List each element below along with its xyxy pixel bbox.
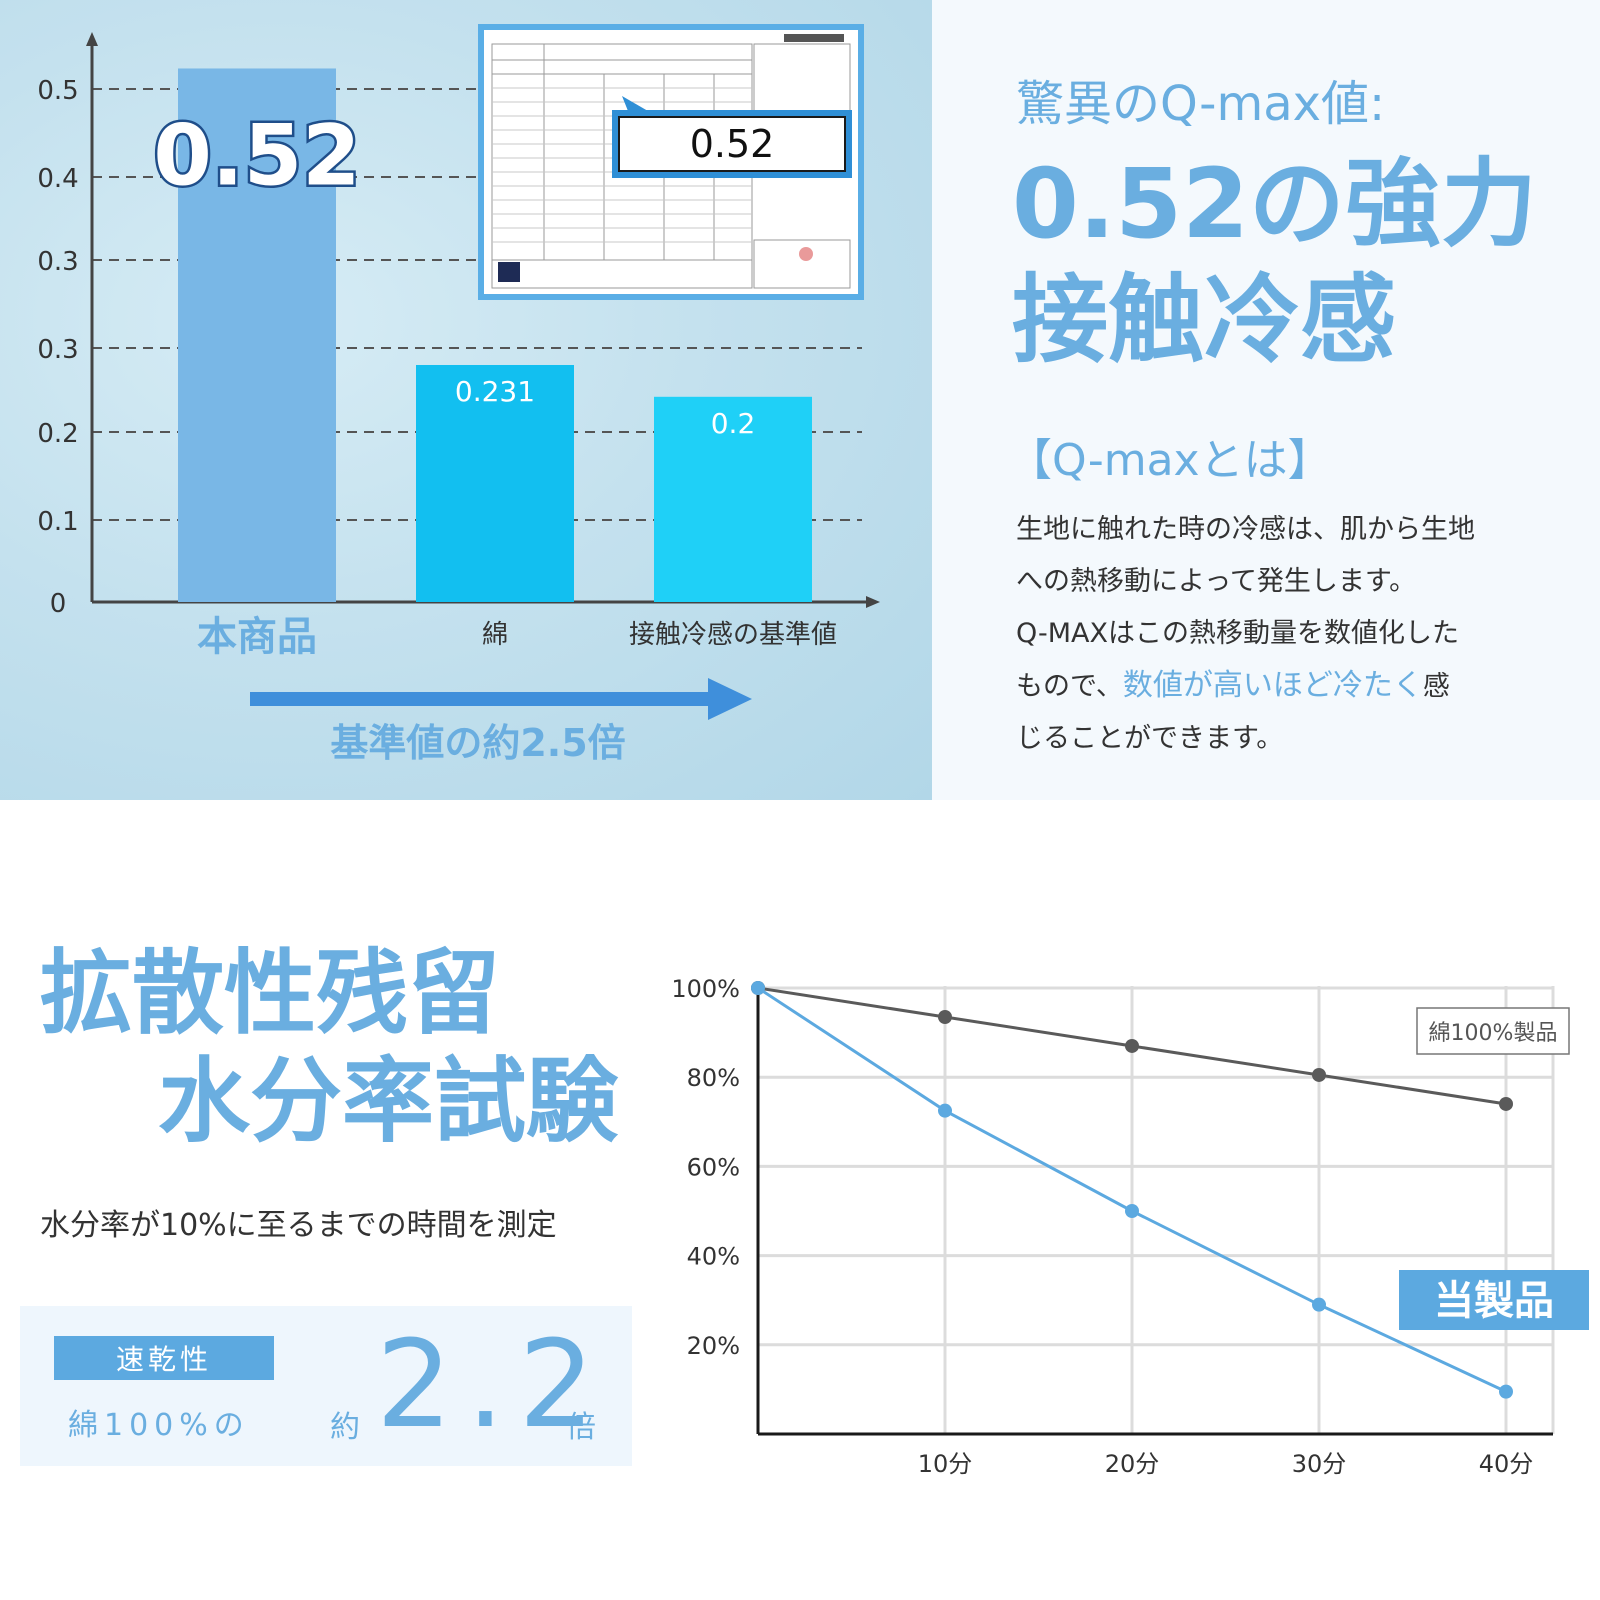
bar-y-tick-label: 0.4	[37, 164, 78, 194]
comparison-annotation: 基準値の約2.5倍	[330, 721, 625, 765]
bar-1	[178, 68, 336, 603]
line-point	[938, 1103, 952, 1118]
bar-value-label: 0.231	[455, 375, 535, 408]
qmax-description: 生地に触れた時の冷感は、肌から生地 への熱移動によって発生します。 Q-MAXは…	[1016, 504, 1536, 765]
qmax-description-line: 生地に触れた時の冷感は、肌から生地	[1016, 514, 1475, 545]
qmax-explanation-panel	[932, 0, 1600, 800]
qmax-description-text: もので、	[1016, 671, 1123, 702]
line-point	[751, 981, 765, 995]
bar-y-tick-label: 0.3	[37, 335, 78, 365]
bar-y-tick-label: 0.5	[37, 76, 78, 106]
comparison-arrow-shaft	[250, 692, 710, 706]
bar-category-label: 本商品	[197, 614, 317, 660]
line-point	[1125, 1038, 1139, 1053]
test-headline: 拡散性残留 水分率試験	[40, 940, 618, 1156]
qmax-description-line: への熱移動によって発生します。	[1016, 566, 1417, 597]
line-x-tick-label: 20分	[1105, 1450, 1160, 1478]
bar-y-tick-label: 0.2	[37, 419, 78, 449]
bar-category-label: 接触冷感の基準値	[629, 620, 837, 650]
qmax-kicker: 驚異のQ-max値:	[1016, 76, 1386, 132]
qmax-description-line: Q-MAXはこの熱移動量を数値化した	[1016, 618, 1460, 649]
quick-dry-unit: 倍	[566, 1410, 596, 1445]
bar-2	[416, 364, 574, 602]
line-y-tick-label: 60%	[687, 1153, 740, 1181]
line-point	[1125, 1204, 1139, 1218]
series-label-box-cotton	[1416, 1007, 1570, 1055]
line-point	[938, 1009, 952, 1024]
report-qmax-value: 0.52	[618, 116, 846, 172]
bar-category-label: 綿	[482, 620, 508, 650]
line-y-tick-label: 40%	[687, 1243, 740, 1271]
test-headline-line2: 水分率試験	[158, 1048, 619, 1155]
qmax-headline: 0.52の強力 接触冷感	[1012, 146, 1537, 378]
qmax-headline-line2: 接触冷感	[1012, 264, 1396, 376]
quick-dry-tag: 速乾性	[54, 1336, 274, 1380]
qmax-bar-chart: 0.5 0.4 0.3 0.3 0.2 0.1 0 本商品 0.52 綿 0.231 接触冷感の基準値…	[37, 32, 880, 765]
quick-dry-panel	[20, 1306, 632, 1466]
qmax-description-text: 感	[1422, 671, 1450, 702]
line-y-tick-label: 80%	[687, 1064, 740, 1092]
line-point	[1499, 1096, 1513, 1111]
line-point	[1312, 1067, 1326, 1082]
bar-y-tick-label: 0.1	[37, 507, 78, 537]
bar-3	[654, 396, 812, 602]
quick-dry-comparison: 綿100%の	[68, 1408, 250, 1443]
qmax-description-line: もので、数値が高いほど冷たく感	[1016, 660, 1536, 713]
series-label-cotton: 綿100%製品	[1429, 1021, 1558, 1046]
quick-dry-multiplier: 2.2	[376, 1316, 609, 1455]
bar-value-label: 0.52	[153, 106, 360, 204]
line-x-tick-label: 40分	[1479, 1450, 1534, 1478]
report-qmax-callout: 0.52	[612, 110, 852, 178]
bar-y-axis-arrow	[86, 32, 98, 46]
qmax-highlight-text: 数値が高いほど冷たく	[1122, 668, 1423, 703]
test-headline-line1: 拡散性残留	[40, 940, 501, 1047]
line-x-tick-label: 10分	[918, 1450, 973, 1478]
bar-value-label: 0.2	[711, 407, 756, 440]
qmax-description-line: じることができます。	[1016, 723, 1284, 754]
line-point	[1499, 1384, 1513, 1399]
comparison-arrow-head	[708, 678, 752, 720]
line-x-tick-label: 30分	[1292, 1450, 1347, 1478]
qmax-headline-line1: 0.52の強力	[1012, 148, 1537, 260]
test-description: 水分率が10%に至るまでの時間を測定	[40, 1208, 557, 1243]
series-label-box-product	[1399, 1270, 1589, 1330]
series-label-product: 当製品	[1434, 1278, 1554, 1324]
qmax-subheading: 【Q-maxとは】	[1008, 435, 1332, 486]
bar-x-axis-arrow	[866, 596, 880, 608]
bar-y-tick-label: 0.3	[37, 247, 78, 277]
line-y-tick-label: 20%	[687, 1332, 740, 1360]
quick-dry-approx: 約	[330, 1410, 360, 1445]
line-y-tick-label: 100%	[671, 975, 740, 1003]
bar-y-tick-label: 0	[50, 589, 67, 619]
line-point	[1312, 1297, 1326, 1312]
